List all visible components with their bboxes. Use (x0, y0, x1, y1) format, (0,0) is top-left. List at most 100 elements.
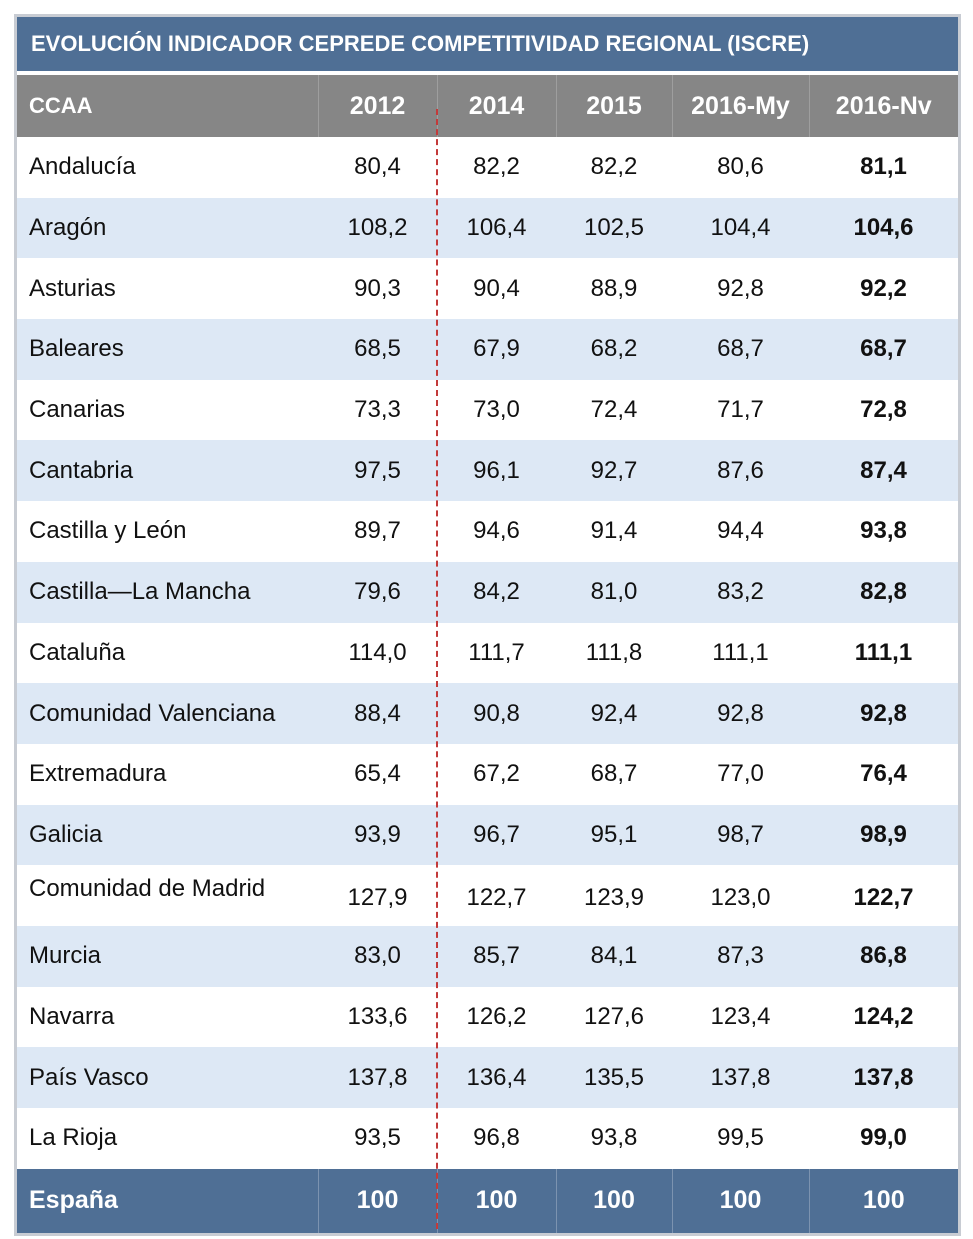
table-title: EVOLUCIÓN INDICADOR CEPREDE COMPETITIVID… (17, 17, 958, 71)
region-name: Comunidad Valenciana (17, 683, 318, 744)
table-row: Comunidad de Madrid 127,9 122,7 123,9 123,0 1… (17, 865, 958, 926)
table-row: País Vasco 137,8 136,4 135,5 137,8 137,8 (17, 1047, 958, 1108)
value-cell: 94,6 (473, 517, 520, 545)
value-cell: 72,4 (590, 396, 638, 424)
value-cell: 90,8 (437, 683, 556, 744)
total-cell: 100 (318, 1168, 438, 1233)
value-cell: 127,6 (583, 1002, 645, 1030)
value-cell: 137,8 (672, 1047, 809, 1108)
value-cell: 80,4 (354, 153, 401, 181)
header-2016-my: 2016-My (672, 75, 810, 137)
value-cell-latest: 87,4 (809, 440, 958, 502)
value-cell-latest: 92,2 (860, 274, 907, 302)
value-cell: 83,0 (318, 925, 437, 987)
value-cell: 98,7 (672, 804, 809, 866)
value-cell: 85,7 (437, 925, 556, 987)
value-cell-latest: 68,7 (809, 319, 958, 380)
table-row: Cantabria 97,5 96,1 92,7 87,6 87,4 (17, 440, 958, 502)
value-cell: 68,7 (590, 760, 638, 788)
value-cell: 114,0 (348, 638, 407, 666)
value-cell: 111,7 (468, 638, 525, 666)
value-cell: 68,5 (318, 319, 437, 380)
value-cell: 123,0 (710, 883, 771, 911)
region-name: Castilla y León (29, 517, 187, 545)
value-cell-latest: 82,8 (809, 561, 958, 623)
value-cell: 87,6 (672, 440, 809, 502)
value-cell: 123,9 (583, 883, 645, 911)
value-cell: 73,0 (473, 396, 520, 424)
value-cell-latest: 124,2 (853, 1002, 914, 1030)
value-cell: 122,7 (466, 883, 527, 911)
table-row: Galicia 93,9 96,7 95,1 98,7 98,9 (17, 804, 958, 866)
value-cell: 84,1 (556, 925, 672, 987)
value-cell: 68,2 (556, 319, 672, 380)
value-cell: 93,5 (354, 1124, 401, 1152)
value-cell: 71,7 (717, 396, 764, 424)
value-cell: 123,4 (710, 1002, 771, 1030)
table-row: Navarra 133,6 126,2 127,6 123,4 124,2 (17, 987, 958, 1048)
header-ccaa: CCAA (17, 75, 319, 137)
table-frame: EVOLUCIÓN INDICADOR CEPREDE COMPETITIVID… (14, 14, 961, 1236)
value-cell: 92,8 (717, 274, 764, 302)
value-cell: 88,4 (318, 683, 437, 744)
value-cell: 67,9 (437, 319, 556, 380)
value-cell-latest: 111,1 (854, 638, 913, 666)
region-name: Cantabria (17, 440, 318, 502)
value-cell: 92,4 (556, 683, 672, 744)
table-row: Baleares 68,5 67,9 68,2 68,7 68,7 (17, 319, 958, 380)
value-cell: 94,4 (717, 517, 764, 545)
total-cell: 100 (437, 1168, 557, 1233)
value-cell: 96,8 (473, 1124, 520, 1152)
value-cell: 77,0 (717, 760, 764, 788)
value-cell-latest: 98,9 (809, 804, 958, 866)
value-cell: 127,9 (347, 883, 408, 911)
table-row: Castilla y León 89,7 94,6 91,4 94,4 93,8 (17, 501, 958, 562)
value-cell: 84,2 (437, 561, 556, 623)
region-name: La Rioja (29, 1124, 118, 1152)
value-cell: 90,4 (473, 274, 520, 302)
region-name: Aragón (17, 197, 318, 259)
value-cell: 92,8 (672, 683, 809, 744)
table-row: Comunidad Valenciana 88,4 90,8 92,4 92,8 92,8 (17, 683, 958, 744)
value-cell: 96,1 (437, 440, 556, 502)
value-cell: 80,6 (717, 153, 764, 181)
value-cell-latest: 72,8 (860, 396, 907, 424)
table-row: Andalucía 80,4 82,2 82,2 80,6 81,1 (17, 137, 958, 198)
value-cell: 99,5 (717, 1124, 764, 1152)
total-row: España 100 100 100 100 100 (17, 1168, 958, 1233)
value-cell: 68,7 (672, 319, 809, 380)
table-row: Asturias 90,3 90,4 88,9 92,8 92,2 (17, 258, 958, 319)
header-row: CCAA 2012 2014 2015 2016-My 2016-Nv (17, 75, 958, 137)
value-cell: 135,5 (556, 1047, 672, 1108)
value-cell: 82,2 (473, 153, 520, 181)
value-cell: 92,7 (556, 440, 672, 502)
value-cell: 111,8 (585, 638, 643, 666)
region-name: Cataluña (29, 638, 126, 666)
region-name: Extremadura (29, 760, 167, 788)
region-name: País Vasco (17, 1047, 318, 1108)
value-cell: 65,4 (354, 760, 401, 788)
value-cell-latest: 137,8 (809, 1047, 958, 1108)
header-2014: 2014 (437, 75, 557, 137)
total-cell: 100 (672, 1168, 810, 1233)
header-2015: 2015 (556, 75, 673, 137)
region-name: Castilla—La Mancha (17, 561, 318, 623)
value-cell: 91,4 (590, 517, 638, 545)
table-row: Cataluña 114,0 111,7 111,8 111,1 111,1 (17, 623, 958, 684)
value-cell: 67,2 (473, 760, 520, 788)
region-name: Andalucía (29, 153, 136, 181)
value-cell: 82,2 (590, 153, 638, 181)
header-2016-nv: 2016-Nv (809, 75, 958, 137)
value-cell: 108,2 (318, 197, 437, 259)
value-cell: 111,1 (712, 638, 769, 666)
region-name: Murcia (17, 925, 318, 987)
table-row: Castilla—La Mancha 79,6 84,2 81,0 83,2 82,8 (17, 561, 958, 623)
value-cell: 73,3 (354, 396, 401, 424)
region-name: Canarias (29, 396, 126, 424)
value-cell: 79,6 (318, 561, 437, 623)
value-cell: 137,8 (318, 1047, 437, 1108)
total-cell: 100 (809, 1168, 958, 1233)
table-row: Canarias 73,3 73,0 72,4 71,7 72,8 (17, 380, 958, 441)
region-name: Navarra (29, 1002, 115, 1030)
value-cell: 81,0 (556, 561, 672, 623)
